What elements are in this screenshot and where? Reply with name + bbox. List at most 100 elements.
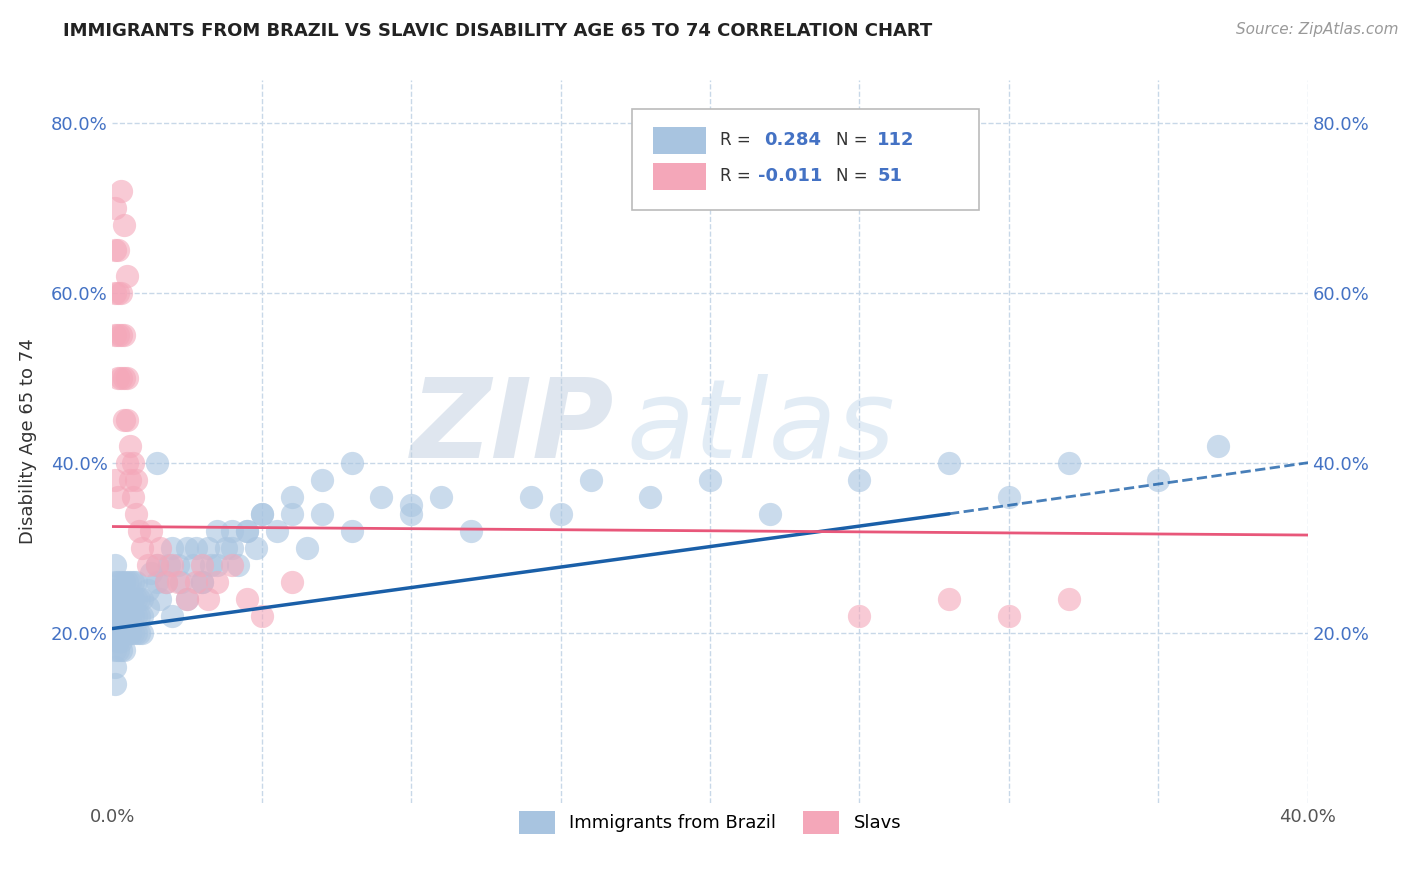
Point — [520, 490, 543, 504]
Point — [117, 617, 139, 632]
Point — [998, 490, 1021, 504]
Point — [460, 524, 482, 538]
Point — [114, 328, 135, 343]
Point — [107, 490, 129, 504]
Point — [104, 583, 127, 598]
Point — [107, 583, 129, 598]
Point — [125, 625, 148, 640]
Point — [162, 541, 183, 555]
Point — [141, 566, 163, 581]
Point — [221, 541, 243, 555]
Point — [131, 591, 153, 606]
Point — [236, 524, 259, 538]
Point — [114, 574, 135, 589]
Point — [205, 524, 228, 538]
Point — [699, 473, 721, 487]
Point — [191, 558, 214, 572]
Point — [117, 591, 139, 606]
Point — [107, 617, 129, 632]
Point — [250, 507, 273, 521]
Point — [138, 558, 160, 572]
Point — [176, 591, 198, 606]
Point — [281, 574, 304, 589]
Point — [138, 600, 160, 615]
Legend: Immigrants from Brazil, Slavs: Immigrants from Brazil, Slavs — [512, 805, 908, 841]
Point — [340, 524, 363, 538]
Text: N =: N = — [835, 131, 872, 149]
Point — [176, 541, 198, 555]
Point — [128, 591, 150, 606]
Point — [122, 490, 145, 504]
Point — [104, 625, 127, 640]
Point — [110, 608, 132, 623]
Point — [155, 574, 177, 589]
Point — [938, 456, 960, 470]
Bar — [652, 162, 706, 190]
Point — [104, 244, 127, 258]
Point — [1147, 473, 1170, 487]
Point — [104, 600, 127, 615]
Text: R =: R = — [720, 131, 755, 149]
Point — [401, 498, 423, 512]
Point — [104, 677, 127, 691]
Point — [281, 490, 304, 504]
Point — [401, 507, 423, 521]
Point — [117, 268, 139, 283]
Point — [122, 574, 145, 589]
Point — [155, 574, 177, 589]
Point — [281, 507, 304, 521]
Point — [107, 608, 129, 623]
Point — [110, 634, 132, 648]
Point — [250, 608, 273, 623]
Point — [107, 634, 129, 648]
Point — [250, 507, 273, 521]
Text: 51: 51 — [877, 168, 903, 186]
Text: ZIP: ZIP — [411, 374, 614, 481]
Point — [370, 490, 392, 504]
FancyBboxPatch shape — [633, 109, 979, 211]
Bar — [652, 127, 706, 154]
Point — [117, 625, 139, 640]
Point — [167, 558, 190, 572]
Point — [117, 600, 139, 615]
Point — [104, 660, 127, 674]
Point — [107, 591, 129, 606]
Point — [176, 591, 198, 606]
Point — [430, 490, 453, 504]
Point — [191, 574, 214, 589]
Point — [128, 608, 150, 623]
Point — [110, 642, 132, 657]
Point — [122, 591, 145, 606]
Point — [186, 541, 208, 555]
Point — [125, 574, 148, 589]
Point — [107, 600, 129, 615]
Point — [107, 244, 129, 258]
Point — [146, 558, 169, 572]
Text: 112: 112 — [877, 131, 915, 149]
Point — [120, 439, 142, 453]
Point — [200, 558, 222, 572]
Point — [205, 558, 228, 572]
Point — [141, 524, 163, 538]
Point — [114, 591, 135, 606]
Point — [117, 456, 139, 470]
Point — [162, 608, 183, 623]
Point — [157, 558, 180, 572]
Point — [311, 473, 333, 487]
Point — [120, 591, 142, 606]
Point — [221, 558, 243, 572]
Text: N =: N = — [835, 168, 872, 186]
Point — [131, 608, 153, 623]
Point — [114, 608, 135, 623]
Text: IMMIGRANTS FROM BRAZIL VS SLAVIC DISABILITY AGE 65 TO 74 CORRELATION CHART: IMMIGRANTS FROM BRAZIL VS SLAVIC DISABIL… — [63, 22, 932, 40]
Point — [205, 574, 228, 589]
Point — [104, 558, 127, 572]
Point — [579, 473, 602, 487]
Point — [110, 184, 132, 198]
Point — [162, 558, 183, 572]
Point — [114, 625, 135, 640]
Y-axis label: Disability Age 65 to 74: Disability Age 65 to 74 — [18, 339, 37, 544]
Point — [848, 473, 870, 487]
Text: atlas: atlas — [627, 374, 896, 481]
Point — [117, 574, 139, 589]
